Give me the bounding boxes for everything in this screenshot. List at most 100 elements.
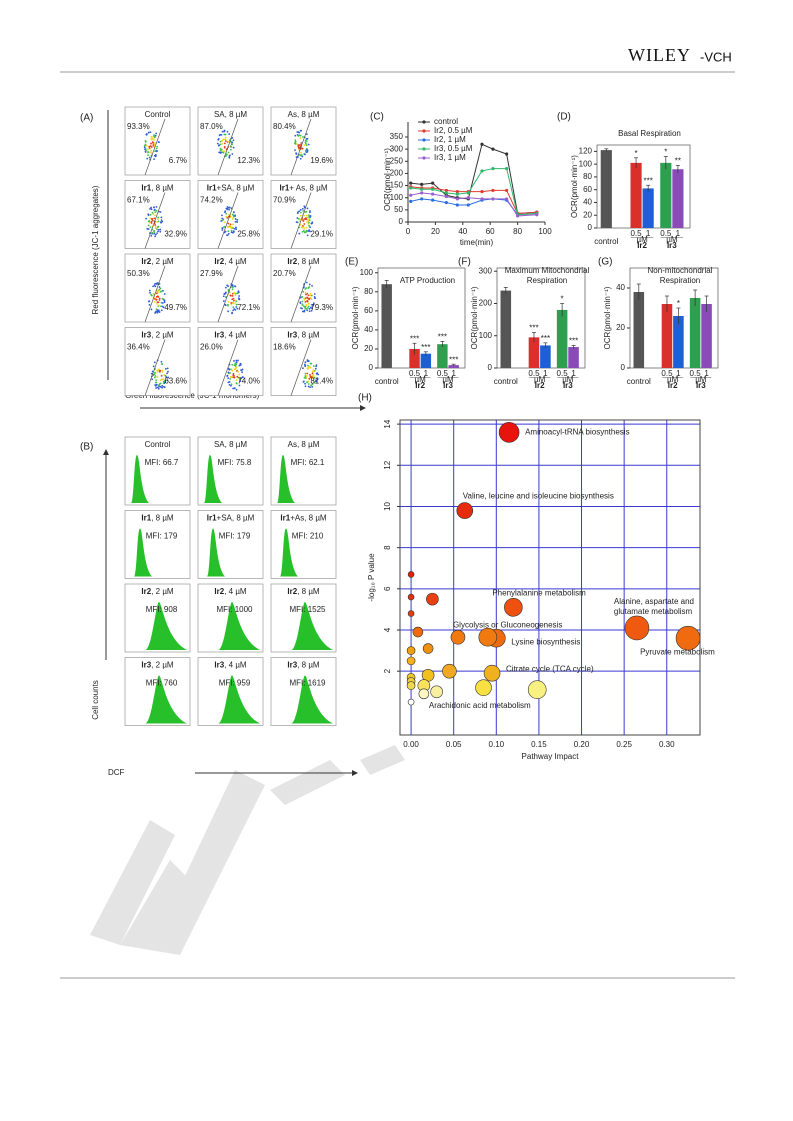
lower-percent: 49.7% xyxy=(164,303,187,312)
cytometry-dot xyxy=(227,206,230,209)
cytometry-dot xyxy=(308,310,311,313)
cell-title: Control xyxy=(145,110,171,119)
cytometry-dot xyxy=(150,220,153,223)
cytometry-dot xyxy=(221,142,224,145)
group-name: Ir2 xyxy=(415,381,425,390)
cell-title-text: + As, 8 µM xyxy=(289,184,328,193)
cytometry-dot xyxy=(152,206,155,209)
cytometry-dot xyxy=(315,372,318,375)
cytometry-dot xyxy=(237,376,240,379)
cytometry-dot xyxy=(231,286,234,289)
cell-title-text: SA, 8 µM xyxy=(214,110,247,119)
cytometry-dot xyxy=(235,363,237,366)
bubble xyxy=(430,685,443,699)
cytometry-dot xyxy=(235,306,238,308)
dose-label: 1 xyxy=(676,369,681,378)
cytometry-dot xyxy=(308,229,311,232)
cytometry-dot xyxy=(311,385,314,388)
series-marker xyxy=(444,194,448,199)
cytometry-dot xyxy=(304,372,307,375)
gate-line xyxy=(144,265,166,323)
cytometry-dot xyxy=(307,380,310,383)
cytometry-dot xyxy=(225,153,228,156)
cytometry-dot xyxy=(238,373,241,376)
cytometry-dot xyxy=(302,209,304,212)
cytometry-dot xyxy=(155,227,157,230)
panel-label: (H) xyxy=(358,393,372,404)
cytometry-dot xyxy=(159,228,162,231)
cytometry-dot xyxy=(160,221,162,224)
cytometry-dot xyxy=(297,144,300,147)
cytometry-dot xyxy=(305,144,308,147)
cytometry-dot xyxy=(228,133,231,135)
cytometry-dot xyxy=(151,231,154,234)
cytometry-dot xyxy=(167,370,169,373)
series-marker xyxy=(431,187,435,191)
cell-title: Ir1, 8 µM xyxy=(141,184,174,193)
cytometry-dot xyxy=(216,142,219,145)
cytometry-dot xyxy=(305,138,308,140)
legend-label: Ir2, 1 µM xyxy=(434,135,466,144)
cytometry-dot xyxy=(311,372,314,375)
bar xyxy=(661,304,673,368)
cell-title-text: , 8 µM xyxy=(151,184,174,193)
cytometry-dot xyxy=(313,293,316,295)
cytometry-dot xyxy=(305,210,308,213)
dose-label: 0.5 xyxy=(409,369,421,378)
cytometry-dot xyxy=(160,374,163,377)
cytometry-dot xyxy=(301,300,304,303)
cell-title-name: Ir3 xyxy=(287,331,297,340)
lower-percent: 12.3% xyxy=(237,156,260,165)
cytometry-dot xyxy=(309,226,311,229)
cytometry-dot xyxy=(299,157,302,160)
cytometry-dot xyxy=(160,309,163,312)
cytometry-dot xyxy=(224,286,227,289)
cytometry-dot xyxy=(151,217,154,220)
cytometry-dot xyxy=(154,134,157,137)
cytometry-dot xyxy=(298,134,301,137)
cytometry-dot xyxy=(230,146,233,148)
y-tick-label: 0 xyxy=(488,363,493,372)
lower-percent: 29.1% xyxy=(310,230,333,239)
series-marker xyxy=(455,190,459,194)
x-tick-label: 0.25 xyxy=(616,740,632,749)
cytometry-dot xyxy=(312,369,315,371)
cytometry-dot xyxy=(301,155,304,158)
cytometry-dot xyxy=(237,290,240,293)
cytometry-dot xyxy=(160,301,163,304)
mfi-label: MFI: 1619 xyxy=(289,679,326,688)
cytometry-dot xyxy=(307,143,310,146)
cytometry-dot xyxy=(309,362,312,365)
cytometry-dot xyxy=(297,217,300,220)
cell-title-text: , 4 µM xyxy=(224,587,247,596)
y-tick-label: 80 xyxy=(364,287,373,296)
cytometry-dot xyxy=(154,381,157,384)
y-tick-label: 20 xyxy=(616,323,625,332)
cytometry-dot xyxy=(236,307,239,310)
cytometry-dot xyxy=(232,227,234,230)
cytometry-dot xyxy=(159,382,162,385)
legend-marker xyxy=(422,129,426,133)
cytometry-dot xyxy=(227,300,230,303)
cytometry-dot xyxy=(153,229,155,232)
cell-title-name: Ir1 xyxy=(141,514,151,523)
cytometry-dot xyxy=(150,138,153,141)
cytometry-dot xyxy=(233,292,236,295)
cytometry-dot xyxy=(230,148,232,151)
cytometry-dot xyxy=(229,294,232,297)
gate-line xyxy=(217,339,239,396)
cell-title: Ir1, 8 µM xyxy=(141,514,174,523)
cytometry-dot xyxy=(233,374,235,377)
cytometry-dot xyxy=(227,151,230,154)
cytometry-dot xyxy=(222,226,225,229)
cytometry-dot xyxy=(218,151,221,154)
cytometry-dot xyxy=(232,387,234,390)
cytometry-dot xyxy=(304,153,306,156)
category-label: control xyxy=(627,377,651,386)
bubble xyxy=(407,698,415,706)
cell-title: Ir1+SA, 8 µM xyxy=(207,184,255,193)
cytometry-dot xyxy=(153,373,156,376)
cytometry-dot xyxy=(222,295,225,298)
bar xyxy=(420,353,432,368)
cytometry-dot xyxy=(156,221,158,223)
